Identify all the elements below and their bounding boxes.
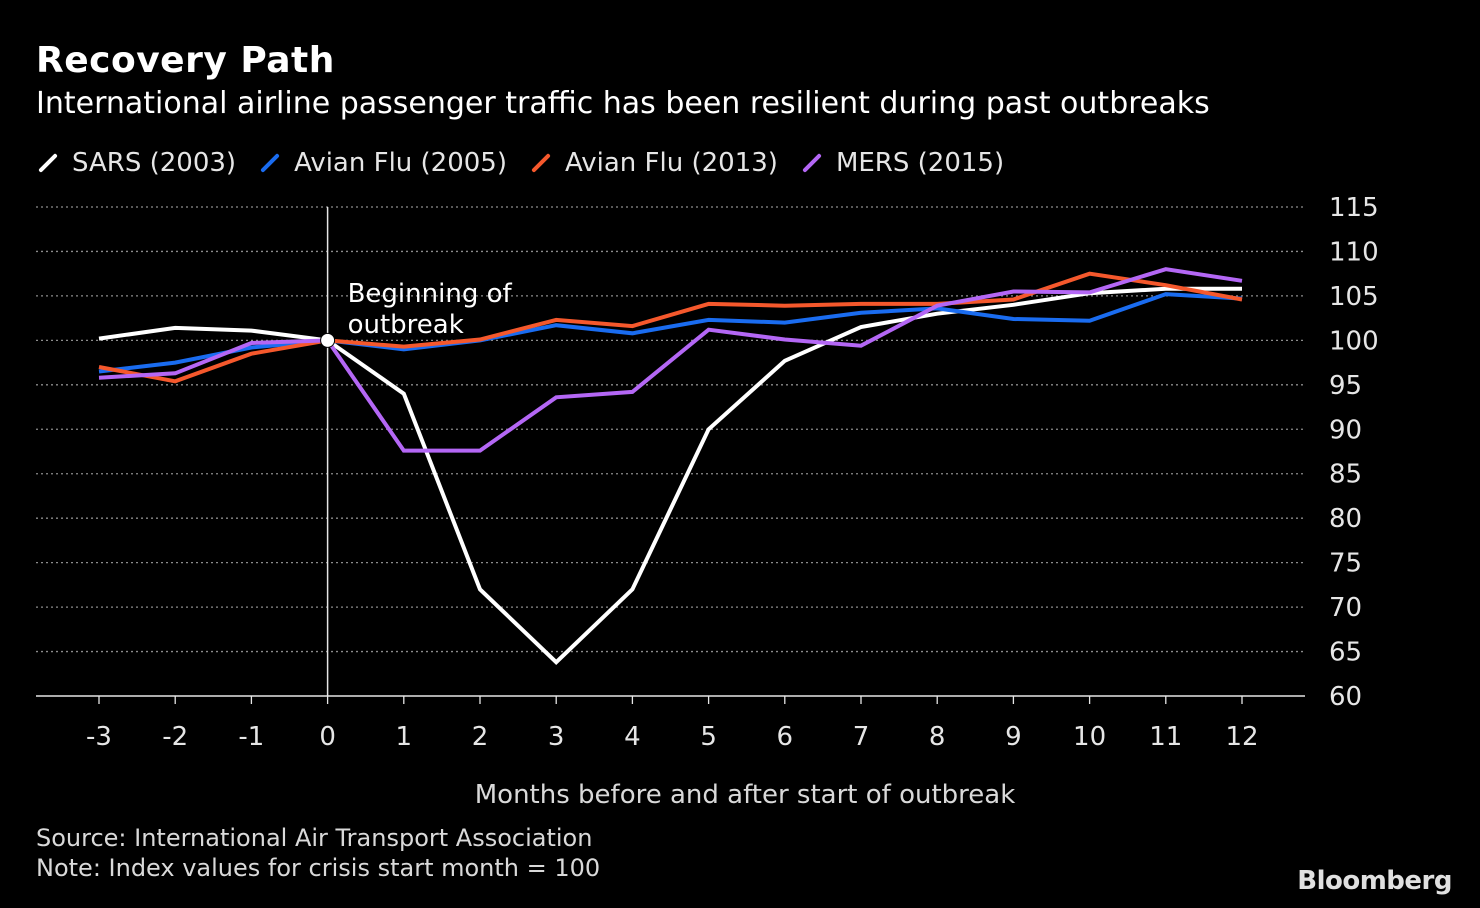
y-tick-label: 100 [1329, 326, 1379, 356]
y-tick-label: 75 [1329, 549, 1362, 579]
y-tick-label: 90 [1329, 415, 1362, 445]
x-tick-label: 0 [319, 722, 336, 752]
outbreak-start-point [320, 332, 336, 348]
y-tick-label: 95 [1329, 371, 1362, 401]
chart-title: Recovery Path [36, 40, 335, 81]
series-line-sars-2003 [98, 286, 1242, 665]
x-tick-label: 3 [548, 722, 565, 752]
series-line-mers-2015 [98, 267, 1243, 453]
legend-item: Avian Flu (2005) [258, 148, 507, 178]
x-tick-label: 2 [472, 722, 489, 752]
legend-label: SARS (2003) [72, 148, 237, 178]
x-tick-label: 6 [777, 722, 794, 752]
y-tick-label: 115 [1329, 193, 1379, 223]
series-line-avian-flu-2013 [98, 271, 1243, 384]
chart-subtitle: International airline passenger traffic … [36, 86, 1210, 121]
x-tick-label: -1 [238, 722, 264, 752]
bloomberg-logo: Bloomberg [1297, 866, 1452, 896]
y-tick-label: 110 [1329, 237, 1379, 267]
x-tick-label: 8 [929, 722, 946, 752]
series-line-avian-flu-2005 [98, 292, 1243, 374]
x-tick-label: 7 [853, 722, 870, 752]
legend-item: Avian Flu (2013) [529, 148, 778, 178]
x-tick-label: 12 [1225, 722, 1258, 752]
y-tick-label: 60 [1329, 682, 1362, 712]
x-axis-title: Months before and after start of outbrea… [475, 780, 1016, 810]
legend-label: Avian Flu (2005) [294, 148, 507, 178]
x-tick-label: -3 [86, 722, 112, 752]
footnote: Note: Index values for crisis start mont… [36, 854, 601, 882]
y-tick-label: 105 [1329, 282, 1379, 312]
x-tick-label: -2 [162, 722, 188, 752]
x-tick-label: 1 [396, 722, 413, 752]
y-tick-label: 65 [1329, 638, 1362, 668]
x-tick-label: 4 [624, 722, 641, 752]
y-tick-label: 70 [1329, 593, 1362, 623]
x-tick-label: 11 [1149, 722, 1182, 752]
y-tick-label: 85 [1329, 460, 1362, 490]
legend-label: Avian Flu (2013) [565, 148, 778, 178]
legend-label: MERS (2015) [835, 148, 1005, 178]
x-tick-label: 10 [1073, 722, 1106, 752]
x-tick-label: 5 [700, 722, 717, 752]
y-tick-label: 80 [1329, 504, 1362, 534]
legend-item: MERS (2015) [800, 148, 1004, 178]
legend-item: SARS (2003) [36, 148, 236, 178]
annotation-label: Beginning of [348, 279, 513, 309]
source-note: Source: International Air Transport Asso… [36, 824, 593, 852]
x-tick-label: 9 [1005, 722, 1022, 752]
legend: SARS (2003) Avian Flu (2005) Avian Flu (20… [36, 148, 1004, 178]
annotation-label: outbreak [348, 310, 464, 340]
